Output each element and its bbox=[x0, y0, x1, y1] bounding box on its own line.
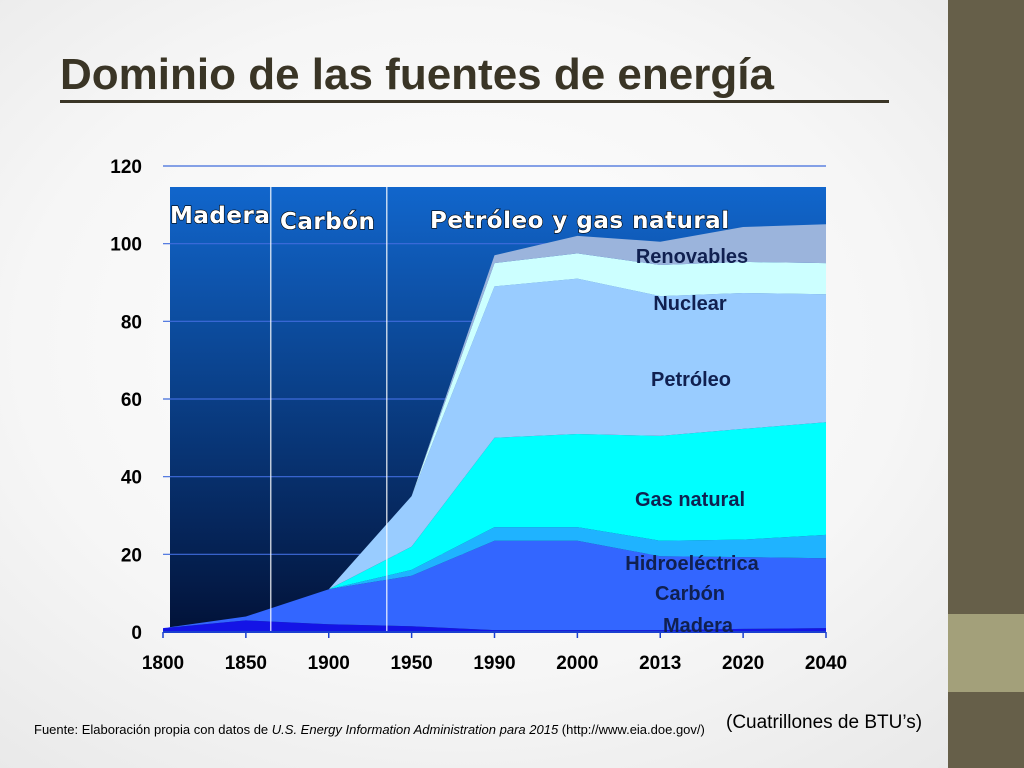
era-label: Carbón bbox=[280, 209, 375, 235]
footnote-prefix: Fuente: Elaboración propia con datos de bbox=[34, 722, 272, 737]
area-carbon bbox=[163, 540, 826, 631]
footnote-suffix: (http://www.eia.doe.gov/) bbox=[558, 722, 705, 737]
y-tick-label: 80 bbox=[121, 312, 142, 333]
x-tick-label: 1900 bbox=[308, 653, 350, 674]
x-tick-label: 2000 bbox=[556, 653, 598, 674]
area-nuclear bbox=[163, 253, 826, 629]
chart-labels: Madera Carbón Petróleo y gas natural Renova… bbox=[169, 202, 759, 637]
title-underline bbox=[60, 100, 889, 103]
x-tick-label: 1800 bbox=[142, 653, 184, 674]
series-annotation: Nuclear bbox=[653, 293, 727, 315]
area-petroleo bbox=[163, 278, 826, 629]
source-footnote: Fuente: Elaboración propia con datos de … bbox=[34, 722, 705, 737]
era-label: Madera bbox=[170, 203, 270, 229]
x-tick-label: 1850 bbox=[225, 653, 267, 674]
y-tick-label: 60 bbox=[121, 390, 142, 411]
x-tick-label: 1990 bbox=[473, 653, 515, 674]
series-annotation: Petróleo bbox=[651, 369, 731, 391]
x-tick-label: 1950 bbox=[390, 653, 432, 674]
y-tick-label: 120 bbox=[110, 157, 142, 178]
area-madera bbox=[163, 620, 826, 632]
axes: 1800 1850 1900 1950 1990 2000 2013 2020 20400204… bbox=[110, 157, 847, 674]
series-annotation: Hidroeléctrica bbox=[625, 553, 759, 575]
stacked-areas bbox=[163, 224, 826, 632]
area-gas bbox=[163, 422, 826, 629]
y-tick-label: 100 bbox=[110, 235, 142, 256]
units-label: (Cuatrillones de BTU’s) bbox=[726, 712, 923, 733]
side-bar-light-panel bbox=[948, 614, 1024, 692]
x-tick-label: 2020 bbox=[722, 653, 764, 674]
series-annotation: Gas natural bbox=[635, 489, 745, 511]
series-annotation: Carbón bbox=[655, 583, 725, 605]
era-dividers bbox=[269, 187, 388, 632]
slide-title: Dominio de las fuentes de energía bbox=[60, 50, 774, 99]
y-tick-label: 40 bbox=[121, 468, 142, 489]
series-annotation: Renovables bbox=[636, 246, 748, 268]
footnote-source: U.S. Energy Information Administration p… bbox=[271, 722, 559, 737]
area-hidro bbox=[163, 527, 826, 629]
decorative-side-bar bbox=[948, 0, 1024, 768]
energy-stacked-area-chart: 1800 1850 1900 1950 1990 2000 2013 2020 20400204… bbox=[110, 157, 847, 674]
y-tick-label: 0 bbox=[131, 623, 142, 644]
x-tick-label: 2040 bbox=[805, 653, 847, 674]
y-tick-label: 20 bbox=[121, 545, 142, 566]
series-annotation: Madera bbox=[663, 615, 734, 637]
x-tick-label: 2013 bbox=[639, 653, 681, 674]
era-label: Petróleo y gas natural bbox=[430, 208, 730, 234]
